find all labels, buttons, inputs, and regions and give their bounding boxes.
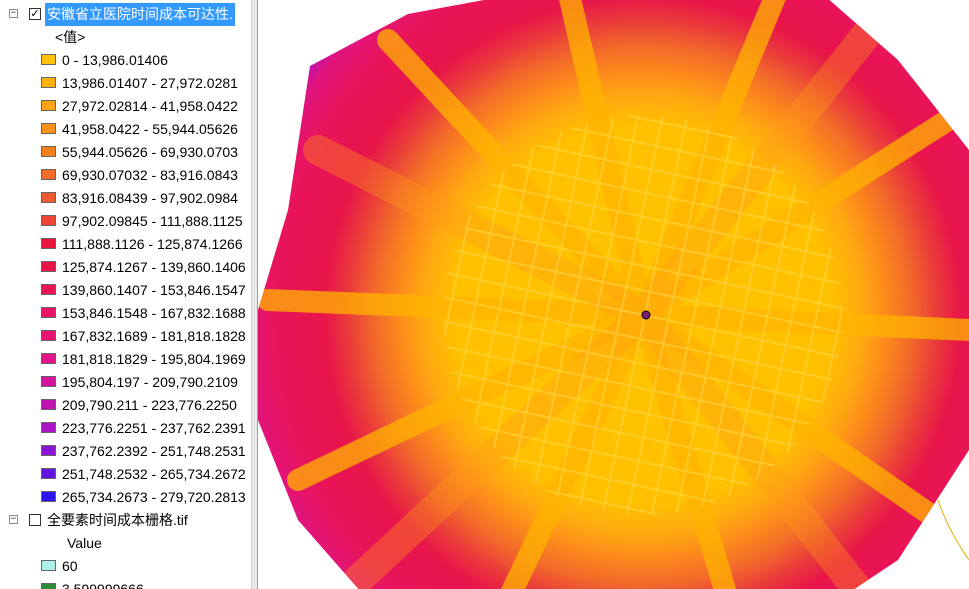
legend-swatch[interactable] [41,376,56,387]
legend-swatch[interactable] [41,261,56,272]
legend-class-row[interactable]: 167,832.1689 - 181,818.1828 [0,325,251,348]
legend-swatch[interactable] [41,330,56,341]
legend-swatch[interactable] [41,123,56,134]
legend-swatch[interactable] [41,445,56,456]
accessibility-raster-map [258,0,969,589]
legend-class-row[interactable]: 0 - 13,986.01406 [0,49,251,72]
legend-class-row[interactable]: 125,874.1267 - 139,860.1406 [0,256,251,279]
legend-class-row[interactable]: 209,790.211 - 223,776.2250 [0,394,251,417]
table-of-contents: − ✓ 安徽省立医院时间成本可达性. <值> 0 - 13,986.01406 1… [0,0,251,589]
legend-class-row[interactable]: 69,930.07032 - 83,916.0843 [0,164,251,187]
legend-class-label: 139,860.1407 - 153,846.1547 [62,282,246,298]
legend-swatch[interactable] [41,77,56,88]
layer-visibility-checkbox-cost-raster[interactable] [29,514,41,526]
legend-swatch[interactable] [41,399,56,410]
legend-swatch[interactable] [41,54,56,65]
legend-class-row[interactable]: 153,846.1548 - 167,832.1688 [0,302,251,325]
legend-class-row[interactable]: 41,958.0422 - 55,944.05626 [0,118,251,141]
map-view[interactable] [258,0,969,589]
hospital-marker-icon[interactable] [641,310,651,320]
legend-class-label: 69,930.07032 - 83,916.0843 [62,167,238,183]
legend-class-row[interactable]: 223,776.2251 - 237,762.2391 [0,417,251,440]
legend-class-label: 223,776.2251 - 237,762.2391 [62,420,246,436]
legend-class-label: 111,888.1126 - 125,874.1266 [62,236,243,252]
legend-class-label: 237,762.2392 - 251,748.2531 [62,443,246,459]
legend-class-row[interactable]: 55,944.05626 - 69,930.0703 [0,141,251,164]
legend-class-label: 13,986.01407 - 27,972.0281 [62,75,238,91]
legend-class-label: 209,790.211 - 223,776.2250 [62,397,237,413]
legend-class-label: 265,734.2673 - 279,720.2813 [62,489,246,505]
legend-class-row[interactable]: 139,860.1407 - 153,846.1547 [0,279,251,302]
legend-class-label: 27,972.02814 - 41,958.0422 [62,98,238,114]
legend-class-row[interactable]: 111,888.1126 - 125,874.1266 [0,233,251,256]
legend-swatch[interactable] [41,583,56,589]
legend-class-label: 83,916.08439 - 97,902.0984 [62,190,238,206]
legend-class-label: 60 [62,558,78,574]
legend-class-label: 167,832.1689 - 181,818.1828 [62,328,246,344]
legend-class-label: 0 - 13,986.01406 [62,52,168,68]
legend-swatch[interactable] [41,353,56,364]
field-label: Value [67,535,102,551]
legend-class-row[interactable]: 13,986.01407 - 27,972.0281 [0,72,251,95]
legend-swatch[interactable] [41,215,56,226]
collapse-icon[interactable]: − [9,514,18,524]
legend-class-row[interactable]: 3.599999666 [0,578,251,589]
legend-class-row[interactable]: 60 [0,555,251,578]
legend-swatch[interactable] [41,284,56,295]
legend-swatch[interactable] [41,560,56,571]
legend-class-label: 3.599999666 [62,581,144,589]
legend-swatch[interactable] [41,169,56,180]
legend-class-label: 153,846.1548 - 167,832.1688 [62,305,246,321]
layer-visibility-checkbox-accessibility[interactable]: ✓ [29,7,41,20]
layer-row-accessibility[interactable]: − ✓ 安徽省立医院时间成本可达性. [0,3,251,26]
layer-name-accessibility[interactable]: 安徽省立医院时间成本可达性. [45,3,235,26]
legend-swatch[interactable] [41,307,56,318]
layer-row-cost-raster[interactable]: − 全要素时间成本栅格.tif [0,509,251,532]
legend-class-label: 97,902.09845 - 111,888.1125 [62,213,243,229]
legend-class-row[interactable]: 97,902.09845 - 111,888.1125 [0,210,251,233]
legend-class-row[interactable]: 251,748.2532 - 265,734.2672 [0,463,251,486]
legend-swatch[interactable] [41,468,56,479]
field-label: <值> [55,29,86,45]
legend-swatch[interactable] [41,422,56,433]
legend-class-label: 55,944.05626 - 69,930.0703 [62,144,238,160]
legend-class-label: 195,804.197 - 209,790.2109 [62,374,238,390]
legend-class-row[interactable]: 237,762.2392 - 251,748.2531 [0,440,251,463]
legend-class-label: 125,874.1267 - 139,860.1406 [62,259,246,275]
layer-field-row: Value [0,532,251,555]
legend-class-label: 41,958.0422 - 55,944.05626 [62,121,238,137]
legend-swatch[interactable] [41,192,56,203]
collapse-icon[interactable]: − [9,8,18,18]
legend-class-label: 251,748.2532 - 265,734.2672 [62,466,246,482]
legend-class-row[interactable]: 195,804.197 - 209,790.2109 [0,371,251,394]
layer-field-row: <值> [0,26,251,49]
legend-class-row[interactable]: 83,916.08439 - 97,902.0984 [0,187,251,210]
legend-class-label: 181,818.1829 - 195,804.1969 [62,351,246,367]
legend-swatch[interactable] [41,491,56,502]
layer-name-cost-raster[interactable]: 全要素时间成本栅格.tif [47,512,188,528]
legend-class-row[interactable]: 181,818.1829 - 195,804.1969 [0,348,251,371]
legend-class-row[interactable]: 27,972.02814 - 41,958.0422 [0,95,251,118]
legend-swatch[interactable] [41,146,56,157]
legend-swatch[interactable] [41,100,56,111]
legend-class-row[interactable]: 265,734.2673 - 279,720.2813 [0,486,251,509]
legend-swatch[interactable] [41,238,56,249]
panel-splitter[interactable] [251,0,258,589]
